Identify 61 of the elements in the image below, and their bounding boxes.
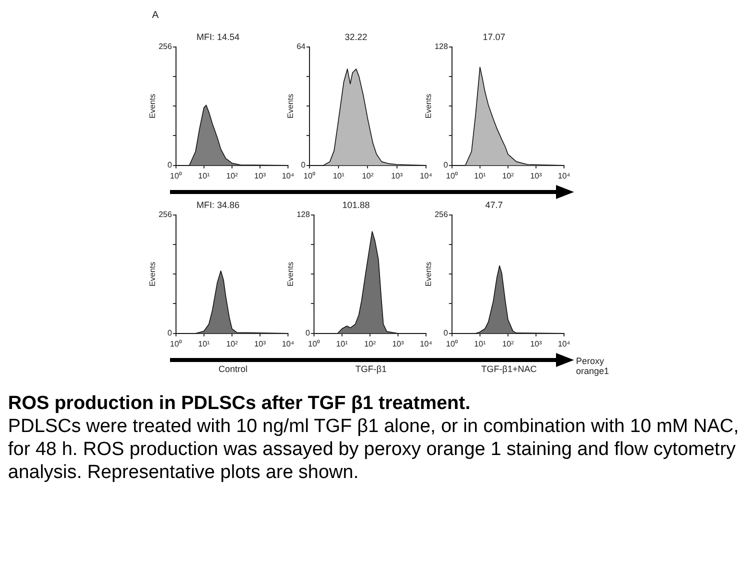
x-tick-label: 10³	[530, 171, 542, 180]
x-tick-label: 10¹	[474, 339, 486, 348]
x-axis-title: TGF-β1+NAC	[480, 364, 538, 374]
x-tick-label: 10²	[502, 339, 514, 348]
chart-title: MFI: 34.86	[196, 200, 240, 210]
x-tick-label: 10⁰	[304, 171, 316, 180]
y-tick-label: 256	[158, 210, 172, 220]
x-tick-label: 10³	[254, 339, 266, 348]
x-tick-label: 10²	[362, 171, 374, 180]
x-tick-label: 10²	[226, 339, 238, 348]
chart-title: 17.07	[482, 32, 506, 42]
text: ROS production in PDLSCs after TGF β1 treatment.	[8, 392, 472, 415]
chart-title: 101.88	[342, 200, 370, 210]
y-axis-title: Events	[424, 94, 434, 118]
chart-title: 32.22	[344, 32, 368, 42]
x-tick-label: 10²	[502, 171, 514, 180]
x-tick-label: 10²	[364, 339, 376, 348]
x-tick-label: 10⁴	[282, 171, 295, 180]
x-tick-label: 10³	[254, 171, 266, 180]
x-tick-label: 10³	[530, 339, 542, 348]
x-tick-label: 10⁴	[558, 171, 571, 180]
x-tick-label: 10³	[392, 339, 404, 348]
x-tick-label: 10³	[391, 171, 403, 180]
x-tick-label: 10⁰	[446, 339, 458, 348]
y-tick-label: 0	[443, 328, 448, 338]
text: PDLSCs were treated with 10 ng/ml TGF β1 alone, or in combination with 10 mM NAC, for 48 h. ROS production was assayed by peroxy orange 1 staining and flow cytometry analysis. Representative plots are shown.	[8, 415, 740, 484]
y-tick-label: 0	[301, 160, 306, 170]
x-tick-label: 10²	[226, 171, 238, 180]
y-axis-title: Events	[286, 262, 296, 286]
x-tick-label: 10¹	[198, 171, 210, 180]
y-tick-label: 64	[296, 42, 306, 52]
x-tick-label: 10⁴	[420, 339, 433, 348]
y-tick-label: 0	[167, 328, 172, 338]
x-tick-label: 10⁰	[170, 339, 182, 348]
x-tick-label: 10¹	[198, 339, 210, 348]
x-tick-label: 10⁴	[420, 171, 433, 180]
x-tick-label: 10⁴	[282, 339, 295, 348]
y-axis-title: Events	[148, 262, 158, 286]
chart-title: 47.7	[485, 200, 503, 210]
y-tick-label: 0	[167, 160, 172, 170]
y-tick-label: 0	[443, 160, 448, 170]
y-axis-title: Events	[286, 94, 296, 118]
x-tick-label: 10⁴	[558, 339, 571, 348]
y-tick-label: 256	[158, 42, 172, 52]
x-tick-label: 10¹	[336, 339, 348, 348]
y-tick-label: 256	[434, 210, 448, 220]
x-tick-label: 10⁰	[170, 171, 182, 180]
x-axis-title: TGF-β1	[354, 364, 388, 374]
text: A	[152, 10, 159, 21]
y-axis-title: Events	[424, 262, 434, 286]
y-tick-label: 0	[305, 328, 310, 338]
x-tick-label: 10¹	[474, 171, 486, 180]
x-tick-label: 10¹	[332, 171, 345, 180]
y-tick-label: 128	[296, 210, 310, 220]
chart-title: MFI: 14.54	[196, 32, 240, 42]
x-axis-title: Control	[217, 364, 248, 374]
text: Peroxy orange1	[576, 356, 610, 376]
x-tick-label: 10⁰	[446, 171, 458, 180]
x-tick-label: 10⁰	[308, 339, 320, 348]
y-axis-title: Events	[148, 94, 158, 118]
y-tick-label: 128	[434, 42, 448, 52]
